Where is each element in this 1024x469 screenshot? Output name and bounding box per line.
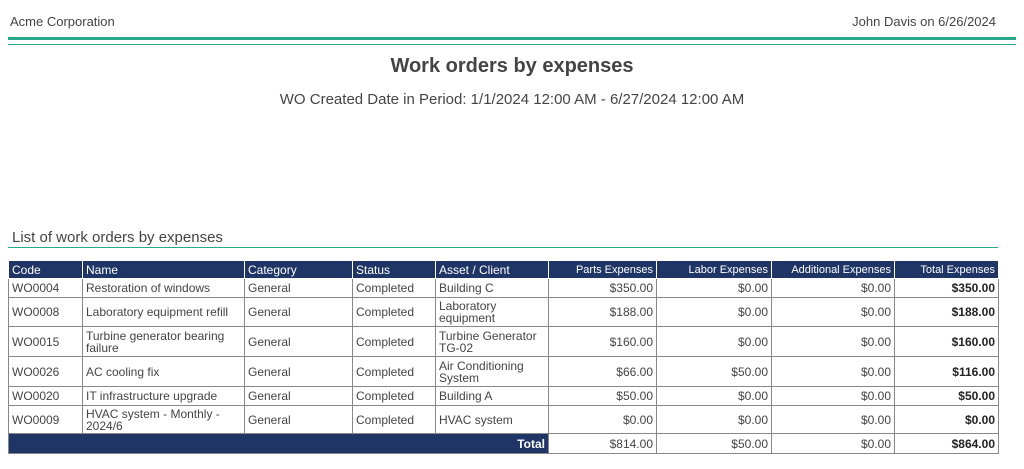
total-cell: $0.00	[771, 433, 895, 454]
column-header: Asset / Client	[435, 260, 549, 279]
cell: HVAC system - Monthly - 2024/6	[82, 405, 245, 434]
cell: Building A	[435, 386, 549, 406]
cell: $50.00	[548, 386, 657, 406]
cell: HVAC system	[435, 405, 549, 434]
column-header: Status	[352, 260, 436, 279]
cell: $350.00	[894, 278, 999, 298]
table-body: WO0004 Restoration of windows General Compl…	[8, 278, 999, 454]
rule	[8, 37, 1016, 40]
cell: Completed	[352, 297, 436, 327]
total-row: Total $814.00 $50.00 $0.00 $864.00	[8, 433, 999, 454]
cell: Laboratory equipment	[435, 297, 549, 327]
cell: $66.00	[548, 356, 657, 387]
cell: Completed	[352, 326, 436, 357]
rule	[8, 247, 998, 248]
cell: $0.00	[771, 326, 895, 357]
column-header: Total Expenses	[894, 260, 999, 279]
row: WO0008 Laboratory equipment refill General…	[8, 297, 999, 327]
total-cell: $814.00	[548, 433, 657, 454]
cell: $50.00	[894, 386, 999, 406]
cell: $0.00	[656, 297, 772, 327]
cell: General	[244, 356, 353, 387]
cell: General	[244, 326, 353, 357]
column-header: Name	[82, 260, 245, 279]
cell: General	[244, 297, 353, 327]
expenses-table: Code Name Category Status Asset / Client Part…	[8, 260, 999, 454]
row: WO0020 IT infrastructure upgrade General Co…	[8, 386, 999, 406]
cell: $0.00	[771, 405, 895, 434]
column-header: Labor Expenses	[656, 260, 772, 279]
cell: $116.00	[894, 356, 999, 387]
cell: $0.00	[548, 405, 657, 434]
cell: WO0009	[8, 405, 83, 434]
cell: $188.00	[894, 297, 999, 327]
cell: $0.00	[656, 386, 772, 406]
cell: $0.00	[771, 356, 895, 387]
company: Acme Corporation	[10, 14, 115, 29]
cell: Completed	[352, 356, 436, 387]
cell: $160.00	[894, 326, 999, 357]
cell: $0.00	[656, 278, 772, 298]
cell: Completed	[352, 405, 436, 434]
total-cell: $50.00	[656, 433, 772, 454]
cell: AC cooling fix	[82, 356, 245, 387]
total-label: Total	[8, 433, 549, 454]
cell: General	[244, 386, 353, 406]
row: WO0004 Restoration of windows General Compl…	[8, 278, 999, 298]
cell: $0.00	[656, 405, 772, 434]
rule	[8, 44, 1016, 45]
cell: General	[244, 278, 353, 298]
column-header: Additional Expenses	[771, 260, 895, 279]
column-header: Parts Expenses	[548, 260, 657, 279]
cell: IT infrastructure upgrade	[82, 386, 245, 406]
row: WO0009 HVAC system - Monthly - 2024/6 Gene…	[8, 405, 999, 434]
section-title: List of work orders by expenses	[12, 229, 223, 246]
cell: Air Conditioning System	[435, 356, 549, 387]
cell: WO0008	[8, 297, 83, 327]
report-subtitle: WO Created Date in Period: 1/1/2024 12:0…	[279, 91, 745, 108]
header-row: Code Name Category Status Asset / Client Part…	[8, 260, 999, 279]
cell: Laboratory equipment refill	[82, 297, 245, 327]
row: WO0026 AC cooling fix General Completed Air …	[8, 356, 999, 387]
cell: General	[244, 405, 353, 434]
user-date: John Davis on 6/26/2024	[852, 14, 996, 29]
report-title: Work orders by expenses	[390, 55, 634, 77]
cell: WO0026	[8, 356, 83, 387]
cell: $350.00	[548, 278, 657, 298]
cell: Completed	[352, 386, 436, 406]
cell: WO0015	[8, 326, 83, 357]
cell: $0.00	[771, 297, 895, 327]
cell: Building C	[435, 278, 549, 298]
cell: WO0004	[8, 278, 83, 298]
cell: $0.00	[656, 326, 772, 357]
cell: $160.00	[548, 326, 657, 357]
cell: Restoration of windows	[82, 278, 245, 298]
cell: $50.00	[656, 356, 772, 387]
cell: $0.00	[771, 278, 895, 298]
cell: Completed	[352, 278, 436, 298]
cell: $188.00	[548, 297, 657, 327]
cell: Turbine Generator TG-02	[435, 326, 549, 357]
cell: WO0020	[8, 386, 83, 406]
cell: Turbine generator bearing failure	[82, 326, 245, 357]
total-cell: $864.00	[894, 433, 999, 454]
cell: $0.00	[894, 405, 999, 434]
cell: $0.00	[771, 386, 895, 406]
column-header: Category	[244, 260, 353, 279]
column-header: Code	[8, 260, 83, 279]
row: WO0015 Turbine generator bearing failure G…	[8, 326, 999, 357]
